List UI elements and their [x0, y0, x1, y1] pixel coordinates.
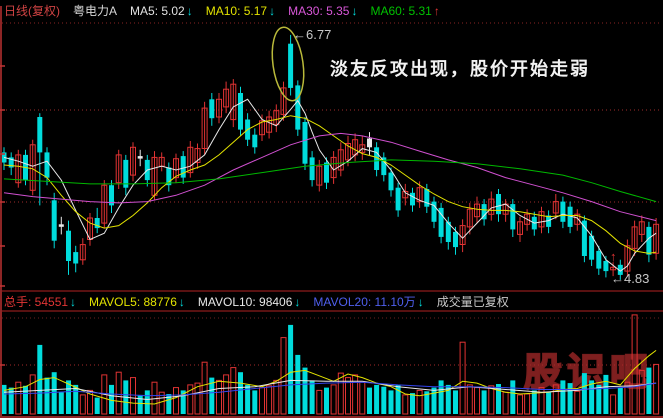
ma-indicator-3: MA60: 5.31 ↑ — [370, 3, 440, 18]
vol-indicator-0: 总手: 54551 ↓ — [4, 295, 77, 309]
vol-indicator-2: MAVOL10: 98406 ↓ — [197, 294, 301, 309]
ma-indicator-group: MA5: 5.02 ↓ MA10: 5.17 ↓ MA30: 5.35 ↓ MA60: 5.… — [130, 4, 440, 18]
trend-arrow-icon: ↓ — [417, 295, 424, 309]
period-label[interactable]: 日线(复权) — [4, 4, 60, 18]
trend-arrow-icon: ↓ — [294, 294, 301, 309]
ma-indicator-0: MA5: 5.02 ↓ — [130, 3, 193, 18]
volume-header: 总手: 54551 ↓ MAVOL5: 88776 ↓ MAVOL10: 98406 ↓ M… — [4, 292, 509, 311]
trend-arrow-icon: ↓ — [178, 294, 185, 309]
annotation-text: 淡友反攻出现，股价开始走弱 — [330, 59, 590, 79]
trend-arrow-icon: ↑ — [433, 3, 440, 18]
trend-arrow-icon: ↓ — [269, 3, 276, 18]
high-price-label: ←6.77 — [293, 27, 332, 42]
trend-arrow-icon: ↓ — [351, 3, 358, 18]
vol-indicator-4: 成交量已复权 — [436, 295, 509, 309]
vol-indicator-1: MAVOL5: 88776 ↓ — [89, 294, 185, 309]
main-chart-header: 日线(复权) 粤电力A MA5: 5.02 ↓ MA10: 5.17 ↓ MA30: 5… — [4, 0, 440, 21]
low-price-label: ←4.83 — [611, 271, 650, 286]
ma-indicator-2: MA30: 5.35 ↓ — [288, 3, 358, 18]
stock-name[interactable]: 粤电力A — [73, 4, 118, 18]
up-arrow-icon: ↑ — [610, 249, 617, 264]
vol-indicator-3: MAVOL20: 11.10万 ↓ — [313, 295, 424, 309]
trend-arrow-icon: ↓ — [186, 3, 193, 18]
ma-indicator-1: MA10: 5.17 ↓ — [205, 3, 276, 18]
trend-arrow-icon: ↓ — [70, 295, 77, 309]
